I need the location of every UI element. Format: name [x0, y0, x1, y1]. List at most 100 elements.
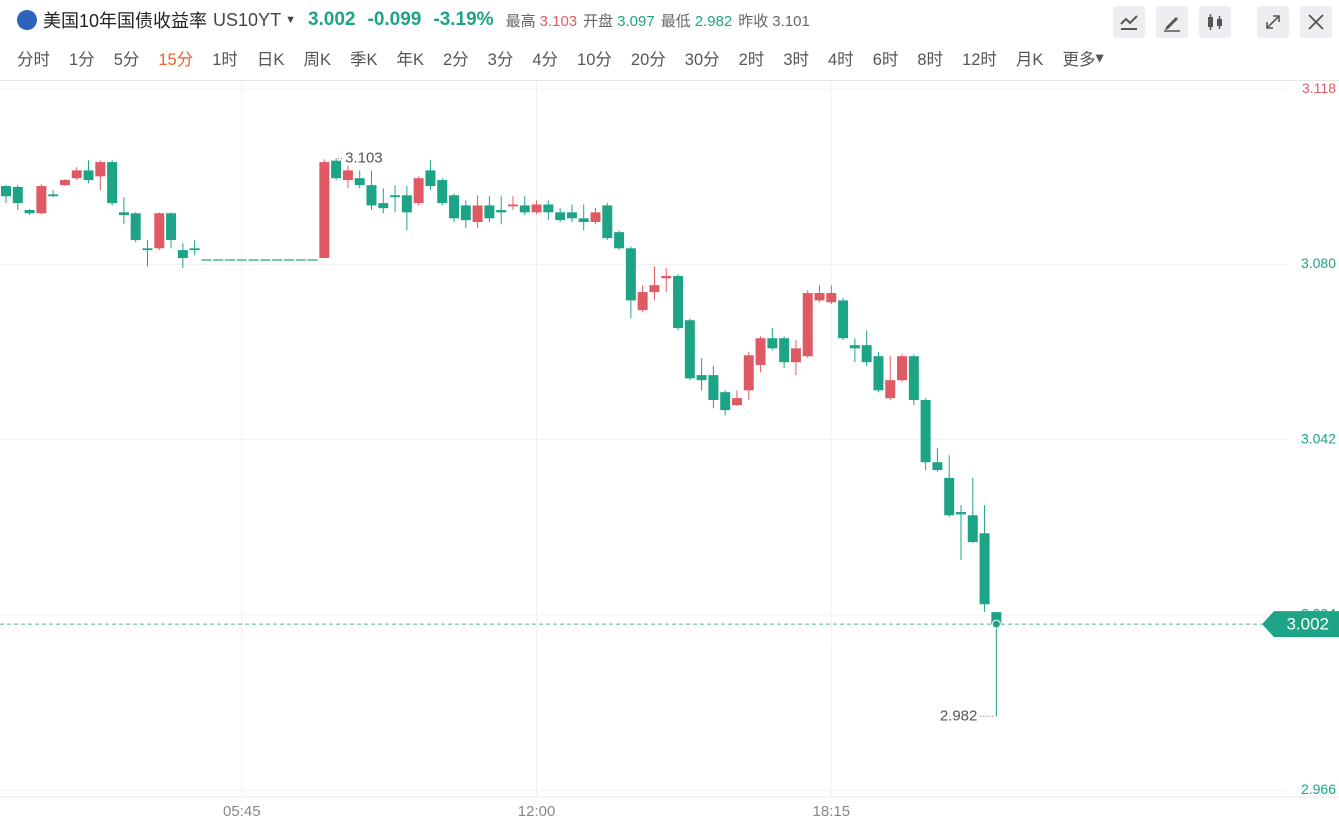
stat: 最低 2.982 — [661, 13, 733, 30]
candle-body — [166, 213, 177, 240]
x-tick-label: 05:45 — [223, 803, 261, 820]
timeframe-tab[interactable]: 年K — [396, 51, 424, 69]
candle-body — [472, 205, 483, 223]
high-annotation: 3.103 — [345, 149, 383, 166]
candle-body — [236, 259, 247, 261]
timeframe-tab[interactable]: 4时 — [828, 51, 854, 69]
stat-value: 3.097 — [617, 12, 655, 30]
candle-body — [566, 212, 577, 219]
timeframe-tab[interactable]: 季K — [349, 51, 378, 69]
candle-body — [272, 259, 283, 261]
y-tick-label: 3.080 — [1301, 255, 1336, 271]
candle-body — [649, 285, 660, 293]
timeframe-tab[interactable]: 2分 — [442, 51, 469, 69]
timeframe-tab[interactable]: 12时 — [962, 51, 997, 69]
timeframe-tab[interactable]: 分时 — [17, 51, 50, 69]
candle-body — [578, 218, 589, 223]
candle-body — [802, 293, 813, 357]
instrument-code[interactable]: US10YT — [213, 9, 282, 30]
timeframe-tab[interactable]: 日K — [256, 51, 285, 69]
candle-body — [59, 180, 70, 186]
draw-button[interactable] — [1156, 6, 1188, 38]
candle-body — [437, 180, 448, 204]
candle-body — [201, 259, 212, 261]
candle-body — [720, 392, 731, 411]
candle-body — [885, 380, 896, 399]
timeframe-tab[interactable]: 10分 — [577, 51, 612, 69]
candle-body — [307, 259, 318, 261]
candle-body — [979, 533, 990, 605]
separator — [0, 80, 1339, 81]
candle-body — [12, 186, 23, 204]
stat: 开盘 3.097 — [583, 13, 655, 30]
candle-body — [319, 162, 330, 258]
candle-body — [696, 375, 707, 381]
candle-body — [130, 213, 141, 240]
candle-body — [543, 204, 554, 213]
candle-body — [118, 212, 129, 216]
timeframe-tab[interactable]: 3分 — [487, 51, 514, 69]
candle-body — [390, 195, 401, 198]
timeframe-tab[interactable]: 8时 — [917, 51, 944, 69]
stats: 最高 3.103 开盘 3.097 最低 2.982 昨收 3.101 — [506, 10, 816, 31]
expand-button[interactable] — [1257, 6, 1289, 38]
candle-body — [873, 356, 884, 391]
stat-label: 最低 — [660, 12, 691, 30]
y-tick-label: 3.042 — [1301, 430, 1336, 446]
timeframe-tab[interactable]: 6时 — [872, 51, 899, 69]
timeframe-tab[interactable]: 15分 — [158, 51, 194, 69]
candle-body — [378, 203, 389, 209]
timeframe-tab[interactable]: 20分 — [630, 51, 666, 69]
candle-body — [213, 259, 224, 261]
candle-body — [401, 195, 412, 213]
timeframe-tab[interactable]: 周K — [303, 51, 331, 69]
timeframe-tab[interactable]: 月K — [1015, 51, 1044, 69]
candle-body — [602, 205, 613, 239]
candle-body — [743, 355, 754, 391]
x-tick-label: 12:00 — [518, 803, 556, 820]
candle-body — [225, 259, 236, 261]
candle-body — [826, 293, 837, 303]
low-annotation: 2.982 — [940, 707, 978, 724]
candle-body — [920, 399, 931, 463]
timeframe-tab[interactable]: 1分 — [69, 51, 95, 69]
candle-body — [71, 170, 82, 179]
stat-label: 最高 — [505, 12, 536, 30]
candle-body — [354, 178, 365, 186]
timeframe-tab[interactable]: 5分 — [113, 51, 140, 69]
candle-body — [625, 248, 636, 301]
candle-body — [637, 292, 648, 311]
candle-body — [708, 375, 719, 400]
candle-body — [779, 338, 790, 363]
candle-body — [95, 162, 106, 177]
candle-body — [684, 320, 695, 379]
timeframe-tab[interactable]: 2时 — [738, 51, 765, 69]
indicator-button[interactable] — [1113, 6, 1145, 38]
candle-body — [814, 293, 825, 301]
stat-value: 2.982 — [694, 12, 733, 30]
candle-body — [248, 259, 259, 261]
quote-header: 美国10年国债收益率 US10YT ▼ 3.002 -0.099 -3.19% … — [0, 0, 1339, 40]
candle-body — [755, 338, 766, 365]
timeframe-tab[interactable]: 3时 — [783, 51, 809, 69]
candle-body — [24, 210, 35, 214]
chart-type-button[interactable] — [1199, 6, 1231, 38]
timeframe-tabs: 分时 1分 5分 15分 1时 日K 周K 季K 年K 2分 3分 4分 10分 20分 30分 2时 3时 4时… — [17, 44, 1104, 72]
dropdown-caret[interactable]: ▾ — [1095, 49, 1104, 67]
candle-body — [790, 348, 801, 363]
close-button[interactable] — [1300, 6, 1332, 38]
timeframe-tab[interactable]: 1时 — [212, 51, 238, 69]
candle-body — [48, 194, 59, 197]
y-tick-label: 2.966 — [1301, 781, 1336, 797]
timeframe-tab[interactable]: 4分 — [532, 51, 559, 69]
candle-body — [838, 300, 849, 339]
candle-body — [614, 232, 625, 249]
candle-body — [496, 210, 507, 213]
dropdown-caret[interactable]: ▼ — [285, 14, 296, 26]
timeframe-tab[interactable]: 30分 — [684, 51, 720, 69]
candle-body — [413, 178, 424, 204]
timeframe-tab[interactable]: 更多 — [1062, 51, 1096, 69]
candle-body — [449, 195, 460, 219]
